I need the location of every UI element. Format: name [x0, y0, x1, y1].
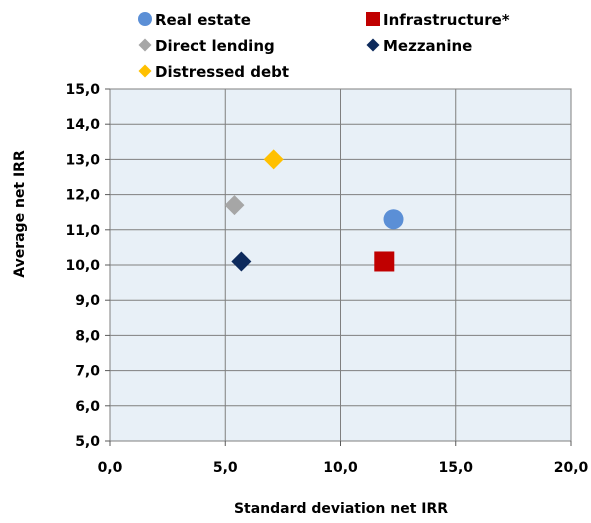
x-tick-label: 15,0	[438, 460, 473, 476]
y-axis-ticks: 5,0 6,0 7,0 8,0 9,0 10,0 11,0 12,0 13,0 14,0 15,0	[65, 82, 110, 450]
legend-marker-infrastructure	[366, 12, 380, 26]
y-tick-label: 5,0	[75, 434, 100, 450]
x-tick-label: 5,0	[213, 460, 238, 476]
gridlines	[109, 88, 572, 442]
data-point-mezzanine	[231, 251, 252, 272]
legend-label-direct-lending: Direct lending	[155, 37, 275, 55]
data-point-distressed-debt	[263, 149, 284, 170]
y-tick-label: 12,0	[65, 188, 100, 204]
y-tick-label: 7,0	[75, 364, 100, 380]
legend-marker-mezzanine	[366, 38, 380, 52]
data-point-infrastructure	[374, 251, 395, 272]
y-tick-label: 13,0	[65, 152, 100, 168]
legend-label-distressed-debt: Distressed debt	[155, 63, 289, 81]
x-axis-title: Standard deviation net IRR	[234, 501, 448, 517]
data-point-real-estate	[383, 209, 404, 230]
y-tick-label: 8,0	[75, 328, 100, 344]
x-tick-label: 20,0	[554, 460, 589, 476]
data-points	[224, 149, 404, 272]
y-tick-label: 11,0	[65, 223, 100, 239]
legend-label-real-estate: Real estate	[155, 11, 251, 29]
x-tick-label: 0,0	[98, 460, 123, 476]
x-axis-ticks: 0,0 5,0 10,0 15,0 20,0	[98, 441, 589, 476]
legend-label-mezzanine: Mezzanine	[383, 37, 472, 55]
x-tick-label: 10,0	[323, 460, 358, 476]
legend-label-infrastructure: Infrastructure*	[383, 11, 510, 29]
y-tick-label: 9,0	[75, 293, 100, 309]
legend-marker-direct-lending	[138, 38, 152, 52]
data-point-direct-lending	[224, 195, 245, 216]
y-tick-label: 6,0	[75, 399, 100, 415]
legend: Real estate Infrastructure* Direct lending…	[138, 11, 510, 81]
legend-marker-real-estate	[138, 12, 152, 26]
y-tick-label: 14,0	[65, 117, 100, 133]
y-tick-label: 15,0	[65, 82, 100, 98]
y-axis-title: Average net IRR	[12, 150, 28, 278]
y-tick-label: 10,0	[65, 258, 100, 274]
legend-marker-distressed-debt	[138, 64, 152, 78]
